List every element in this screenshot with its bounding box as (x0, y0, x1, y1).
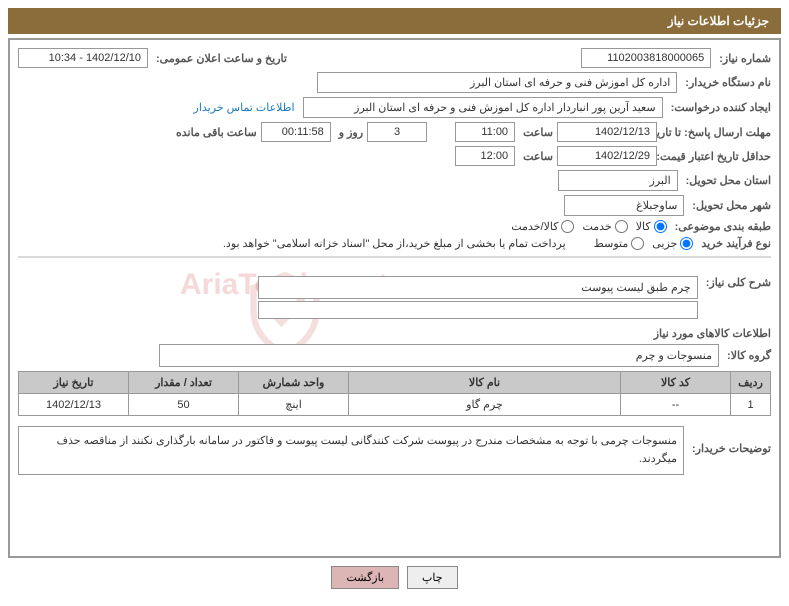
label-subject-cat: طبقه بندی موضوعی: (671, 220, 771, 233)
label-buy-type: نوع فرآیند خرید (697, 237, 771, 250)
value-buyer-notes: منسوجات چرمی با توجه به مشخصات مندرج در … (18, 426, 684, 475)
cell-idx: 1 (731, 394, 771, 416)
th-unit: واحد شمارش (239, 372, 349, 394)
th-qty: تعداد / مقدار (129, 372, 239, 394)
cell-code: -- (621, 394, 731, 416)
buy-type-radio-group: جزیی متوسط (594, 237, 694, 250)
print-button[interactable]: چاپ (407, 566, 458, 589)
value-days-left: 3 (367, 122, 427, 142)
label-deliv-prov: استان محل تحویل: (682, 174, 771, 187)
label-publish-dt: تاریخ و ساعت اعلان عمومی: (152, 52, 287, 65)
buyer-contact-link[interactable]: اطلاعات تماس خریدار (194, 101, 295, 114)
label-request-no: شماره نیاز: (715, 52, 771, 65)
label-goods-info: اطلاعات کالاهای مورد نیاز (18, 327, 771, 340)
value-goods-group: منسوجات و چرم (159, 344, 719, 367)
value-deadline-time: 11:00 (455, 122, 515, 142)
value-request-no: 1102003818000065 (581, 48, 711, 68)
value-publish-dt: 1402/12/10 - 10:34 (18, 48, 148, 68)
value-general-desc: چرم طبق لیست پیوست (258, 276, 698, 299)
goods-table: ردیف کد کالا نام کالا واحد شمارش تعداد /… (18, 371, 771, 416)
back-button[interactable]: بازگشت (331, 566, 399, 589)
th-date: تاریخ نیاز (19, 372, 129, 394)
radio-medium-label: متوسط (594, 237, 629, 250)
value-price-date: 1402/12/29 (557, 146, 657, 166)
cell-unit: اینچ (239, 394, 349, 416)
radio-goods-label: کالا (636, 220, 651, 233)
page-header: جزئیات اطلاعات نیاز (8, 8, 781, 34)
label-price-valid: حداقل تاریخ اعتبار قیمت: تا تاریخ: (661, 150, 771, 163)
radio-both[interactable]: کالا/خدمت (511, 220, 574, 233)
label-time-1: ساعت (519, 126, 553, 139)
value-province: البرز (558, 170, 678, 191)
value-requester: سعید آرین پور انباردار اداره کل اموزش فن… (303, 97, 663, 118)
radio-partial-label: جزیی (652, 237, 677, 250)
value-general-desc-extra (258, 301, 698, 319)
value-price-time: 12:00 (455, 146, 515, 166)
label-general-desc: شرح کلی نیاز: (702, 276, 771, 289)
label-reply-deadline: مهلت ارسال پاسخ: تا تاریخ: (661, 126, 771, 139)
cell-date: 1402/12/13 (19, 394, 129, 416)
th-name: نام کالا (349, 372, 621, 394)
value-city: ساوجبلاغ (564, 195, 684, 216)
radio-both-label: کالا/خدمت (511, 220, 558, 233)
label-deliv-city: شهر محل تحویل: (688, 199, 771, 212)
radio-partial[interactable]: جزیی (652, 237, 693, 250)
radio-service-label: خدمت (582, 220, 611, 233)
value-timer: 00:11:58 (261, 122, 331, 142)
th-code: کد کالا (621, 372, 731, 394)
label-requester: ایجاد کننده درخواست: (667, 101, 771, 114)
cell-name: چرم گاو (349, 394, 621, 416)
label-days-and: روز و (335, 126, 363, 139)
buy-note: پرداخت تمام یا بخشی از مبلغ خرید،از محل … (223, 237, 566, 250)
category-radio-group: کالا خدمت کالا/خدمت (511, 220, 666, 233)
label-buyer-notes: توضیحات خریدار: (688, 442, 771, 455)
radio-medium[interactable]: متوسط (594, 237, 645, 250)
main-frame: شماره نیاز: 1102003818000065 تاریخ و ساع… (8, 38, 781, 558)
table-row: 1 -- چرم گاو اینچ 50 1402/12/13 (19, 394, 771, 416)
label-goods-group: گروه کالا: (723, 349, 771, 362)
divider (18, 256, 771, 258)
radio-goods[interactable]: کالا (636, 220, 667, 233)
radio-service[interactable]: خدمت (582, 220, 627, 233)
th-row: ردیف (731, 372, 771, 394)
value-deadline-date: 1402/12/13 (557, 122, 657, 142)
button-row: چاپ بازگشت (0, 566, 789, 589)
label-buyer-dev: نام دستگاه خریدار: (681, 76, 771, 89)
value-buyer-dev: اداره کل اموزش فنی و حرفه ای استان البرز (317, 72, 677, 93)
label-remaining: ساعت باقی مانده (172, 126, 257, 139)
label-time-2: ساعت (519, 150, 553, 163)
cell-qty: 50 (129, 394, 239, 416)
